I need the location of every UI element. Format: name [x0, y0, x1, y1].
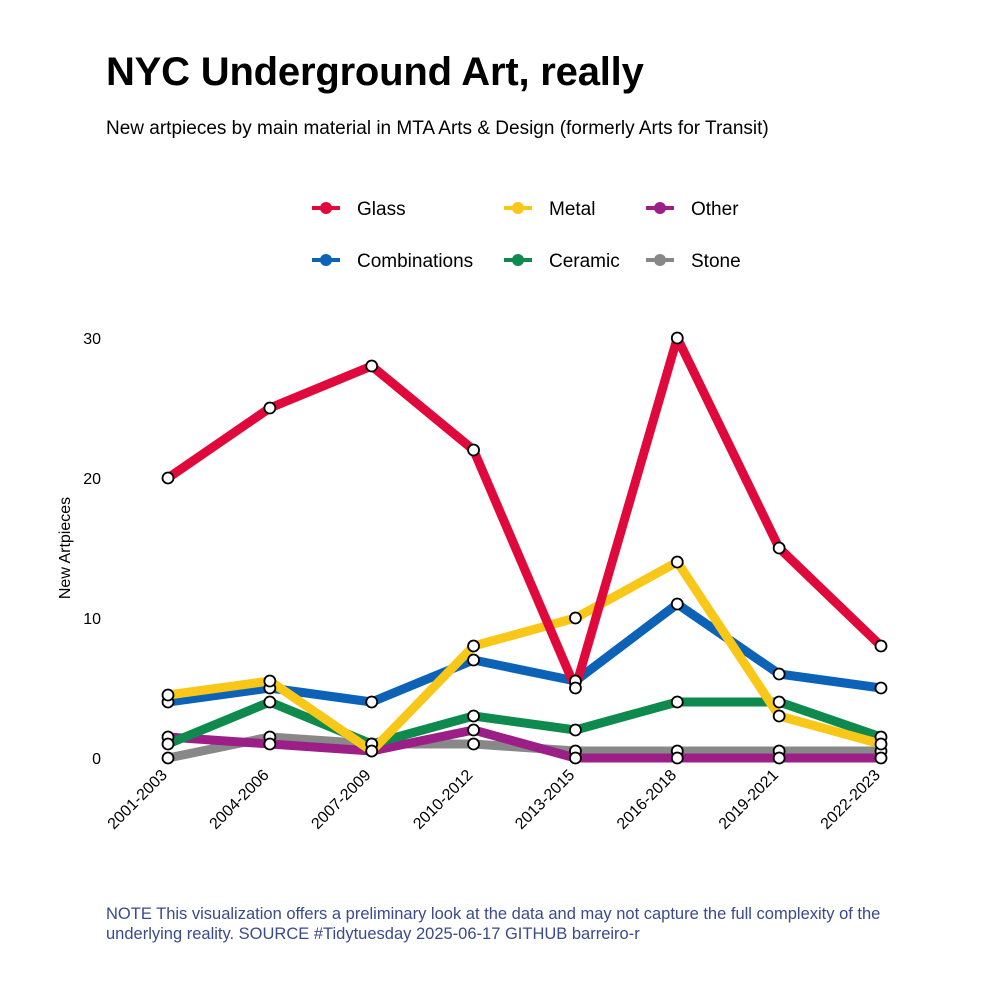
- y-tick-label: 0: [92, 751, 101, 768]
- data-point-ceramic: [161, 737, 175, 751]
- legend-swatch-dot: [512, 254, 524, 266]
- data-point-other: [874, 751, 888, 765]
- legend: Glass Metal Other Combinations Ceramic Stone: [312, 199, 741, 272]
- data-point-metal: [467, 639, 480, 653]
- data-point-combinations: [365, 695, 379, 709]
- data-point-stone: [467, 737, 480, 751]
- legend-label: Glass: [357, 199, 406, 220]
- y-axis-ticks: 0 10 20 30: [83, 331, 101, 768]
- data-point-other: [670, 751, 684, 765]
- data-point-ceramic: [569, 723, 582, 737]
- x-tick-label: 2016-2018: [614, 767, 680, 833]
- data-point-ceramic: [670, 695, 684, 709]
- data-point-metal: [670, 555, 684, 569]
- series-lines: [163, 333, 886, 763]
- legend-label: Combinations: [357, 251, 473, 272]
- data-point-metal: [772, 709, 786, 723]
- x-tick-label: 2022-2023: [818, 767, 884, 833]
- footer-note: NOTE This visualization offers a prelimi…: [106, 905, 881, 943]
- data-point-other: [772, 751, 786, 765]
- y-tick-label: 20: [83, 471, 101, 488]
- legend-item-ceramic: Ceramic: [504, 251, 620, 272]
- data-point-other: [569, 751, 582, 765]
- data-point-metal: [365, 744, 379, 758]
- series-line-other: [163, 725, 886, 763]
- data-point-glass: [263, 401, 277, 415]
- chart-subtitle: New artpieces by main material in MTA Ar…: [106, 118, 769, 139]
- legend-swatch-dot: [320, 202, 332, 214]
- legend-label: Ceramic: [549, 251, 620, 272]
- data-point-glass: [467, 443, 480, 457]
- data-point-ceramic: [772, 695, 786, 709]
- legend-item-other: Other: [646, 199, 739, 220]
- x-tick-label: 2001-2003: [105, 767, 171, 833]
- x-tick-label: 2007-2009: [308, 767, 374, 833]
- y-axis-title: New Artpieces: [57, 497, 74, 599]
- legend-label: Metal: [549, 199, 595, 220]
- data-point-ceramic: [467, 709, 480, 723]
- legend-swatch-dot: [320, 254, 332, 266]
- data-point-other: [263, 737, 277, 751]
- data-point-glass: [772, 541, 786, 555]
- legend-label: Other: [691, 199, 739, 220]
- data-point-glass: [569, 681, 582, 695]
- y-tick-label: 10: [83, 611, 101, 628]
- data-point-glass: [874, 639, 888, 653]
- x-tick-label: 2019-2021: [716, 767, 782, 833]
- data-point-combinations: [467, 653, 480, 667]
- legend-item-metal: Metal: [504, 199, 595, 220]
- legend-label: Stone: [691, 251, 741, 272]
- chart-title: NYC Underground Art, really: [106, 50, 644, 94]
- data-point-metal: [569, 611, 582, 625]
- x-tick-label: 2010-2012: [410, 767, 476, 833]
- data-point-metal: [263, 674, 277, 688]
- data-point-glass: [161, 471, 175, 485]
- legend-swatch-dot: [512, 202, 524, 214]
- legend-swatch-dot: [654, 254, 666, 266]
- series-line-metal: [163, 557, 886, 756]
- data-point-combinations: [772, 667, 786, 681]
- y-tick-label: 30: [83, 331, 101, 348]
- data-point-metal: [161, 688, 175, 702]
- legend-swatch-dot: [654, 202, 666, 214]
- data-point-ceramic: [263, 695, 277, 709]
- x-tick-label: 2004-2006: [207, 767, 273, 833]
- data-point-glass: [670, 331, 684, 345]
- data-point-stone: [161, 751, 175, 765]
- series-line-glass: [163, 333, 886, 693]
- series-line-ceramic: [163, 697, 886, 749]
- series-points: [161, 331, 888, 765]
- data-point-combinations: [874, 681, 888, 695]
- x-axis-ticks: 2001-2003 2004-2006 2007-2009 2010-2012 2013…: [105, 767, 884, 833]
- legend-item-glass: Glass: [312, 199, 406, 220]
- data-point-other: [467, 723, 480, 737]
- x-tick-label: 2013-2015: [512, 767, 578, 833]
- data-point-metal: [874, 737, 888, 751]
- legend-item-stone: Stone: [646, 251, 741, 272]
- data-point-glass: [365, 359, 379, 373]
- data-point-combinations: [670, 597, 684, 611]
- legend-item-combinations: Combinations: [312, 251, 473, 272]
